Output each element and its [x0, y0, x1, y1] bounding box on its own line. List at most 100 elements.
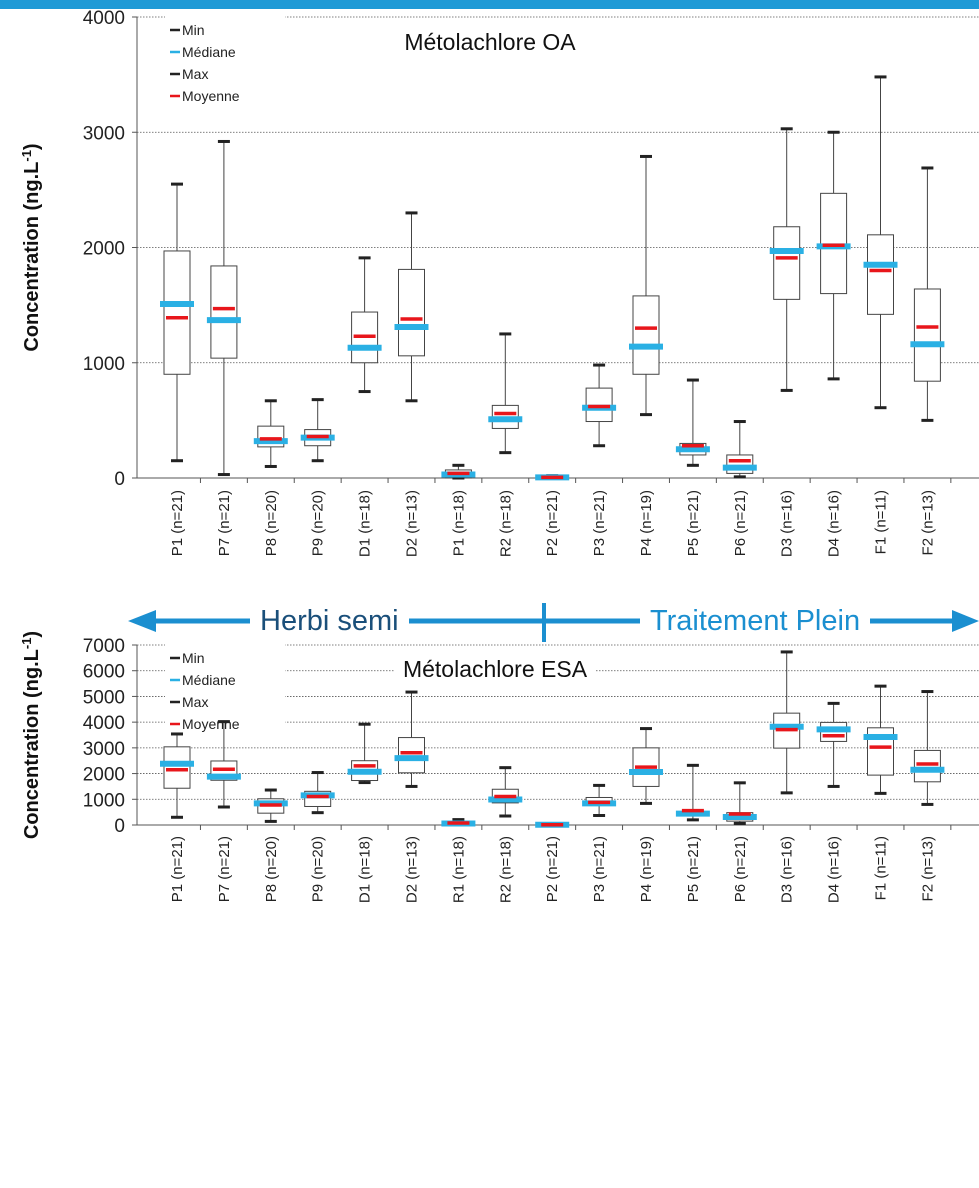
iqr-box	[820, 721, 848, 742]
x-tick-label: D1 (n=18)	[357, 836, 374, 903]
legend-label: Min	[182, 22, 205, 38]
iqr-box	[257, 798, 285, 814]
chart-title: Métolachlore ESA	[403, 656, 588, 682]
box-7: R2 (n=18)	[488, 332, 530, 557]
iqr-box	[867, 234, 894, 315]
box-12: P6 (n=21)	[722, 420, 764, 556]
box-12: P6 (n=21)	[722, 781, 764, 902]
iqr-box	[632, 295, 660, 375]
iqr-box	[726, 812, 754, 822]
iqr-box	[398, 737, 425, 774]
legend-background	[165, 644, 285, 740]
box-4: D1 (n=18)	[347, 722, 389, 903]
x-tick-label: P6 (n=21)	[732, 836, 749, 902]
box-5: D2 (n=13)	[394, 211, 436, 557]
x-tick-label: P4 (n=19)	[638, 490, 655, 556]
y-tick-label: 0	[114, 469, 125, 490]
box-14: D4 (n=16)	[816, 130, 858, 557]
box-16: F2 (n=13)	[910, 166, 952, 555]
x-tick-label: P5 (n=21)	[685, 490, 702, 556]
y-tick-label: 1000	[83, 354, 125, 375]
box-6: R1 (n=18)	[441, 818, 483, 903]
y-tick-label: 0	[114, 816, 125, 837]
iqr-box	[913, 749, 941, 783]
box-14: D4 (n=16)	[816, 701, 858, 903]
legend-label: Moyenne	[182, 716, 240, 732]
iqr-box	[351, 760, 379, 782]
box-0: P1 (n=21)	[160, 182, 201, 556]
legend-background	[165, 16, 285, 112]
iqr-box	[773, 226, 801, 300]
box-0: P1 (n=21)	[160, 732, 201, 902]
iqr-box	[773, 712, 801, 749]
x-tick-label: P6 (n=21)	[732, 490, 749, 556]
x-tick-label: P4 (n=19)	[638, 836, 655, 902]
y-tick-label: 3000	[83, 739, 125, 760]
title-background	[395, 653, 595, 685]
y-tick-label: 4000	[83, 8, 125, 29]
box-10: P4 (n=19)	[629, 727, 670, 902]
iqr-box	[210, 265, 238, 359]
box-13: D3 (n=16)	[769, 127, 811, 557]
legend-label: Moyenne	[182, 88, 240, 104]
legend-label: Max	[182, 694, 208, 710]
metolachlore-oa-chart: 0 1000 2000 3000 4000 Concentration (ng.L-1) M…	[19, 8, 979, 557]
iqr-box	[913, 288, 941, 382]
x-tick-label: R2 (n=18)	[497, 836, 514, 903]
top-accent-bar	[0, 0, 979, 9]
x-tick-label: P3 (n=21)	[591, 836, 608, 902]
x-tick-label: P7 (n=21)	[216, 836, 233, 902]
y-tick-label: 4000	[83, 713, 125, 734]
x-tick-label: P1 (n=21)	[169, 836, 186, 902]
y-axis-label: Concentration (ng.L-1)	[19, 143, 44, 351]
iqr-box	[632, 747, 660, 787]
iqr-box	[444, 821, 472, 826]
x-tick-label: R1 (n=18)	[450, 836, 467, 903]
herbi-semi-label: Herbi semi	[250, 604, 409, 638]
box-2: P8 (n=20)	[253, 399, 295, 556]
iqr-box	[538, 823, 566, 826]
plot-area: 01000200030004000500060007000Concentrati…	[19, 631, 979, 903]
legend-label: Min	[182, 650, 205, 666]
x-tick-label: F2 (n=13)	[919, 490, 936, 555]
box-4: D1 (n=18)	[347, 256, 389, 557]
iqr-box	[491, 788, 519, 804]
y-tick-label: 6000	[83, 662, 125, 683]
legend-label: Médiane	[182, 672, 236, 688]
x-tick-label: P8 (n=20)	[263, 836, 280, 902]
box-10: P4 (n=19)	[629, 154, 670, 556]
box-9: P3 (n=21)	[582, 363, 624, 556]
x-tick-label: D2 (n=13)	[404, 836, 421, 903]
y-tick-label: 5000	[83, 687, 125, 708]
treatment-divider: Herbi semi Traitement Plein	[0, 600, 979, 646]
x-tick-label: R2 (n=18)	[497, 490, 514, 557]
x-tick-label: D3 (n=16)	[779, 490, 796, 557]
x-tick-label: P9 (n=20)	[310, 490, 327, 556]
y-tick-label: 2000	[83, 239, 125, 260]
x-tick-label: P1 (n=21)	[169, 490, 186, 556]
legend-label: Médiane	[182, 44, 236, 60]
box-15: F1 (n=11)	[863, 75, 905, 554]
x-tick-label: D2 (n=13)	[404, 490, 421, 557]
chart-title: Métolachlore OA	[404, 29, 576, 55]
x-tick-label: D3 (n=16)	[779, 836, 796, 903]
y-axis-label: Concentration (ng.L-1)	[19, 631, 44, 839]
x-tick-label: P5 (n=21)	[685, 836, 702, 902]
x-tick-label: D4 (n=16)	[826, 490, 843, 557]
iqr-box	[398, 268, 425, 357]
traitement-plein-label: Traitement Plein	[640, 604, 871, 638]
x-tick-label: P1 (n=18)	[450, 490, 467, 556]
box-7: R2 (n=18)	[488, 766, 530, 903]
iqr-box	[163, 746, 191, 789]
x-tick-label: F1 (n=11)	[873, 490, 890, 554]
box-3: P9 (n=20)	[300, 771, 342, 902]
iqr-box	[163, 250, 191, 375]
box-11: P5 (n=21)	[675, 378, 717, 556]
x-tick-label: P7 (n=21)	[216, 490, 233, 556]
box-6: P1 (n=18)	[441, 463, 483, 556]
iqr-box	[304, 790, 332, 807]
box-8: P2 (n=21)	[535, 474, 577, 556]
iqr-box	[210, 760, 238, 781]
x-tick-label: D4 (n=16)	[826, 836, 843, 903]
legend-label: Max	[182, 66, 208, 82]
